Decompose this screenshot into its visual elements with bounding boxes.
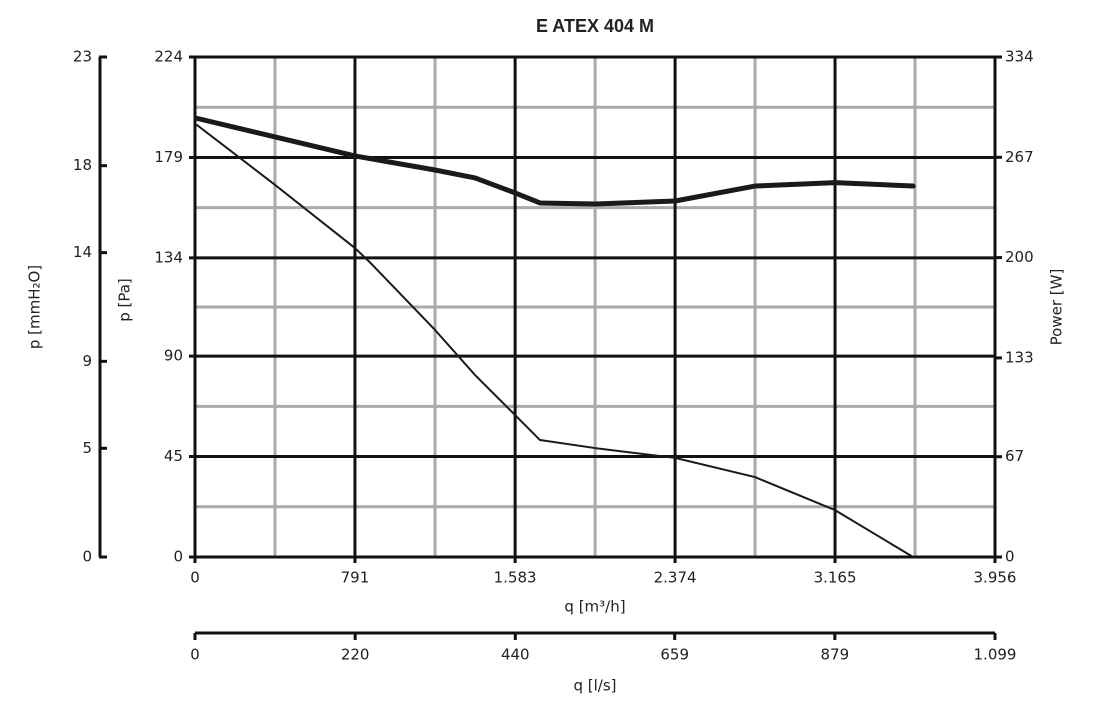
x-tick-label: 791 (341, 569, 370, 587)
y2-tick-label: 267 (1005, 148, 1034, 166)
y2-axis-title: Power [W] (1048, 269, 1066, 346)
y3-axis-title: p [mmH₂O] (26, 265, 44, 349)
y3-tick-label: 14 (73, 243, 92, 261)
series-line (196, 124, 915, 558)
y-tick-label: 90 (164, 347, 183, 365)
y-tick-label: 45 (164, 447, 183, 465)
y3-tick-label: 5 (82, 439, 92, 457)
y3-tick-label: 18 (73, 156, 92, 174)
y-tick-label: 134 (154, 248, 183, 266)
y2-tick-label: 334 (1005, 48, 1034, 66)
x-tick-label: 1.583 (494, 569, 537, 587)
y-tick-label: 0 (173, 548, 183, 566)
x-tick-label: 3.165 (814, 569, 857, 587)
y2-tick-label: 67 (1005, 447, 1024, 465)
series-line (194, 115, 916, 207)
y3-tick-label: 23 (73, 48, 92, 66)
x2-tick-label: 440 (501, 646, 530, 664)
y-tick-label: 179 (154, 148, 183, 166)
y3-tick-label: 9 (82, 352, 92, 370)
y-axis-title: p [Pa] (116, 278, 134, 322)
x2-tick-label: 220 (341, 646, 370, 664)
plot-border (193, 55, 997, 559)
x2-tick-label: 1.099 (974, 646, 1017, 664)
y2-tick-label: 0 (1005, 548, 1015, 566)
y2-tick-label: 133 (1005, 348, 1034, 366)
chart-title: E ATEX 404 M (536, 16, 654, 36)
y2-tick-label: 200 (1005, 248, 1034, 266)
y-tick-label: 224 (154, 48, 183, 66)
x-tick-label: 0 (190, 569, 200, 587)
x-tick-label: 3.956 (974, 569, 1017, 587)
x2-tick-label: 879 (821, 646, 850, 664)
x2-axis-title: q [l/s] (573, 677, 616, 695)
x-axis-title: q [m³/h] (564, 598, 625, 616)
x2-tick-label: 659 (660, 646, 689, 664)
x2-tick-label: 0 (190, 646, 200, 664)
y3-tick-label: 0 (82, 548, 92, 566)
x-tick-label: 2.374 (654, 569, 697, 587)
